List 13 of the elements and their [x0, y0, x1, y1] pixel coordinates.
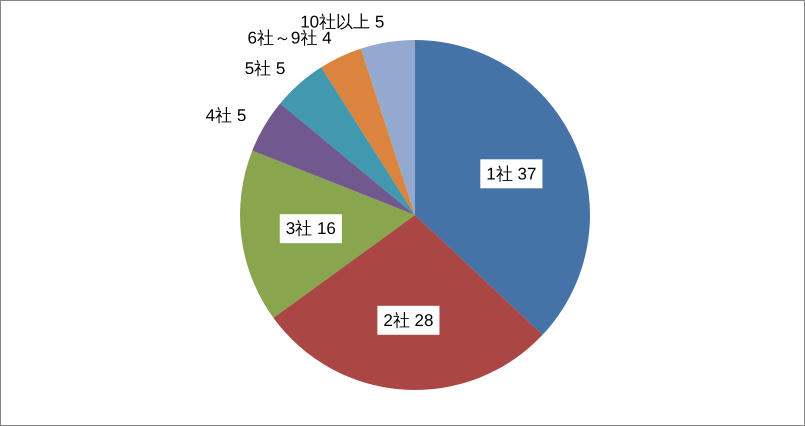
data-label: 16: [312, 219, 336, 238]
slice-label: 5社: [244, 58, 272, 78]
data-label: 5: [370, 12, 384, 32]
slice-label: 6社～9社: [247, 28, 318, 48]
slice-label: 2社: [383, 310, 410, 330]
data-label: 5: [271, 58, 286, 78]
data-label: 37: [512, 164, 536, 184]
data-label: 28: [410, 310, 434, 330]
slice-label: 3社: [286, 219, 312, 238]
data-label: 5: [232, 106, 246, 126]
slice-label: 4社: [206, 106, 232, 126]
data-label: 4: [317, 28, 332, 48]
slice-label: 1社: [486, 164, 513, 184]
